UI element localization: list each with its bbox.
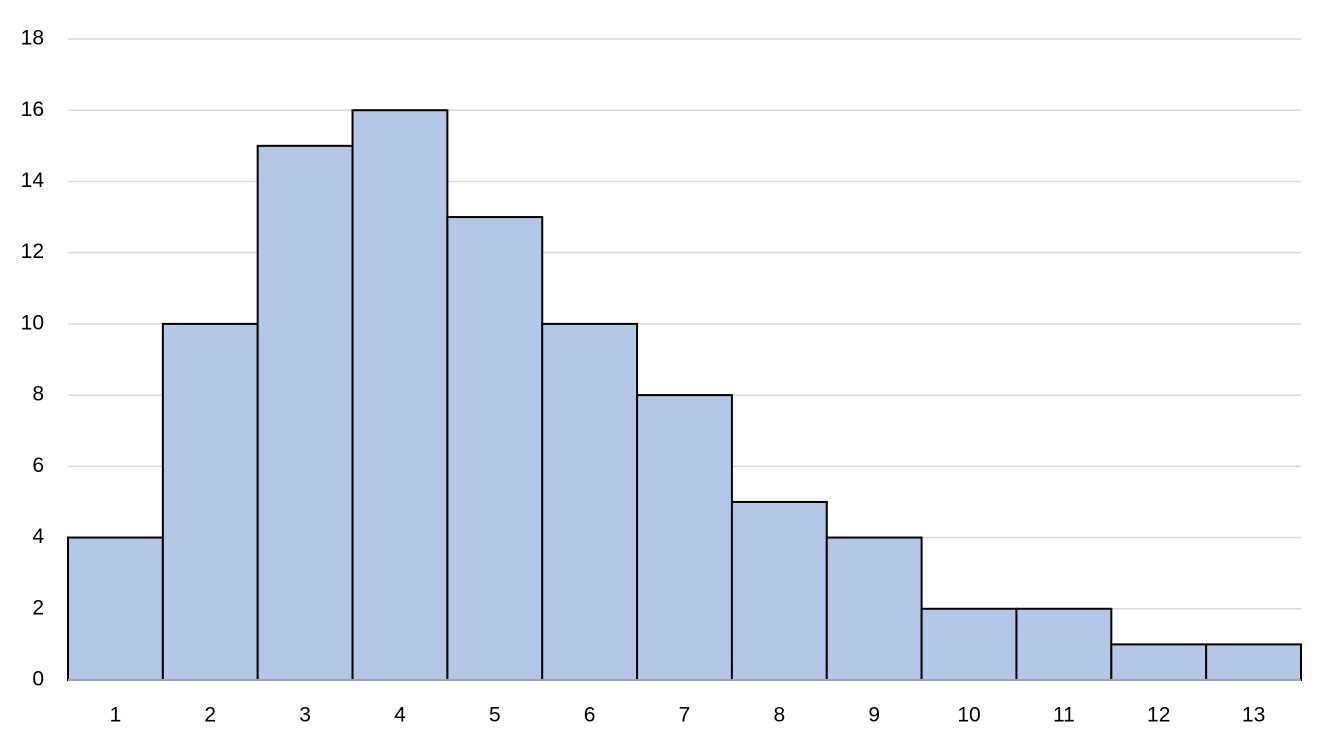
bar [825, 536, 923, 681]
x-tick-label: 10 [957, 704, 980, 727]
x-tick-label: 11 [1053, 704, 1075, 727]
bar [1015, 607, 1113, 681]
y-tick-label: 12 [21, 240, 44, 263]
bar [67, 536, 164, 681]
bar [1110, 643, 1208, 682]
x-tick-label: 2 [204, 704, 216, 727]
x-tick-label: 7 [679, 704, 691, 727]
x-tick-label: 4 [394, 704, 406, 727]
x-tick-label: 5 [489, 704, 501, 727]
x-tick-label: 9 [868, 704, 880, 727]
x-tick-label: 12 [1147, 704, 1170, 727]
y-tick-label: 0 [32, 668, 44, 691]
bar [351, 109, 449, 681]
bar [1205, 643, 1302, 682]
y-tick-label: 8 [32, 383, 44, 406]
bar [541, 322, 639, 681]
y-tick-label: 2 [32, 596, 44, 619]
x-tick-label: 8 [774, 704, 786, 727]
x-tick-label: 1 [110, 704, 122, 727]
y-tick-label: 18 [21, 27, 44, 50]
bar [920, 607, 1018, 681]
y-tick-label: 16 [21, 98, 44, 121]
y-tick-label: 4 [32, 525, 44, 548]
y-tick-label: 6 [32, 454, 44, 477]
x-tick-label: 6 [584, 704, 596, 727]
x-tick-label: 13 [1242, 704, 1265, 727]
bar [161, 322, 259, 681]
bar [636, 394, 733, 681]
bar [446, 216, 544, 682]
bar [730, 500, 828, 682]
y-tick-label: 14 [21, 169, 45, 192]
x-tick-label: 3 [299, 704, 311, 727]
y-tick-label: 10 [21, 311, 44, 334]
bar [256, 144, 354, 682]
